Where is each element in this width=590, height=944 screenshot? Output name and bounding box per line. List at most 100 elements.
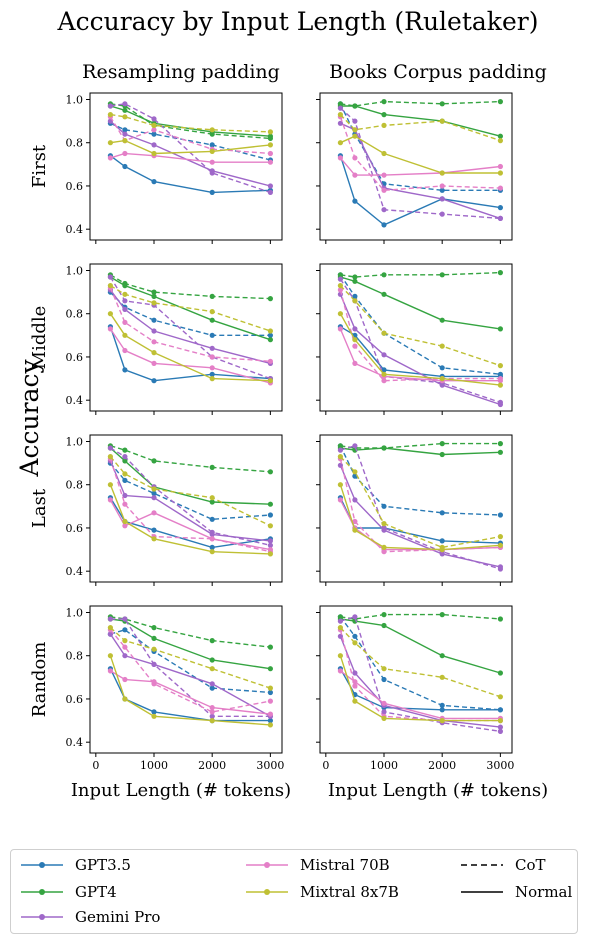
- y-tick-label: 1.0: [66, 93, 84, 106]
- data-point: [151, 661, 157, 667]
- data-point: [107, 274, 113, 280]
- series-line: [340, 447, 501, 456]
- data-point: [209, 544, 215, 550]
- data-point: [337, 283, 343, 289]
- series-gpt3-5-cot: [337, 272, 503, 377]
- panel-frame: [319, 434, 513, 583]
- data-point: [107, 445, 113, 451]
- y-tick-label: 0.6: [66, 180, 84, 193]
- data-point: [209, 516, 215, 522]
- data-point: [497, 718, 503, 724]
- x-axis-label-left: Input Length (# tokens): [71, 780, 291, 801]
- data-point: [497, 270, 503, 276]
- data-point: [439, 170, 445, 176]
- series-gpt4-normal: [107, 616, 273, 672]
- data-point: [209, 317, 215, 323]
- data-point: [381, 544, 387, 550]
- series-line: [340, 100, 501, 107]
- data-point: [381, 676, 387, 683]
- data-point: [497, 542, 503, 548]
- data-point: [381, 150, 387, 157]
- data-point: [122, 501, 128, 507]
- data-point: [439, 441, 445, 447]
- data-point: [439, 365, 445, 371]
- series-gpt4-normal: [107, 103, 273, 139]
- series-line: [340, 105, 501, 137]
- data-point: [337, 272, 343, 278]
- series-gpt3-5-normal: [107, 666, 273, 724]
- data-point: [107, 140, 113, 146]
- data-point: [151, 328, 157, 334]
- series-gpt4-cot: [337, 612, 503, 622]
- data-point: [151, 510, 157, 516]
- data-point: [209, 464, 215, 470]
- data-point: [209, 495, 215, 501]
- data-point: [497, 376, 503, 382]
- series-line: [340, 618, 501, 674]
- data-point: [497, 371, 503, 377]
- row-label-first: First: [29, 144, 50, 188]
- data-point: [209, 705, 215, 711]
- data-point: [352, 698, 358, 704]
- data-point: [439, 101, 445, 107]
- data-point: [107, 155, 113, 161]
- series-mistral-70b-cot: [337, 114, 503, 193]
- data-point: [267, 469, 273, 475]
- data-point: [497, 566, 503, 572]
- x-tick-label: 0: [322, 759, 329, 772]
- x-tick-label: 2000: [428, 759, 456, 772]
- data-point: [107, 616, 113, 622]
- series-line: [110, 113, 271, 133]
- data-point: [267, 698, 273, 704]
- panel-middle-books-corpus-padding: [316, 263, 513, 415]
- data-point: [122, 114, 128, 120]
- series-line: [340, 444, 501, 570]
- data-point: [352, 683, 358, 689]
- data-point: [107, 482, 113, 488]
- data-point: [352, 155, 358, 161]
- data-point: [439, 196, 445, 202]
- y-tick-label: 1.0: [66, 606, 84, 619]
- data-point: [439, 538, 445, 544]
- series-line: [110, 445, 271, 473]
- data-point: [267, 538, 273, 544]
- data-point: [267, 296, 273, 302]
- data-point: [209, 657, 215, 663]
- series-line: [109, 462, 271, 521]
- panel-frame: [319, 263, 513, 412]
- legend-item-mixtral-8x7b: Mixtral 8x7B: [244, 881, 399, 903]
- data-point: [381, 122, 387, 128]
- data-point: [352, 633, 358, 639]
- data-point: [122, 447, 128, 453]
- data-point: [107, 497, 113, 503]
- data-point: [122, 492, 128, 499]
- data-point: [381, 222, 387, 228]
- data-point: [151, 646, 157, 652]
- data-point: [151, 142, 157, 148]
- data-point: [497, 326, 503, 332]
- series-mixtral-8x7b-normal: [107, 482, 273, 557]
- x-tick-label: 3000: [256, 759, 284, 772]
- data-point: [497, 694, 503, 700]
- series-line: [109, 313, 271, 382]
- series-line: [340, 613, 501, 620]
- data-point: [381, 715, 387, 721]
- data-point: [122, 150, 128, 157]
- data-point: [267, 337, 273, 343]
- series-mixtral-8x7b-normal: [337, 133, 503, 176]
- data-point: [337, 447, 343, 453]
- data-point: [381, 367, 387, 373]
- data-point: [209, 309, 215, 315]
- data-point: [151, 150, 157, 157]
- panel-frame: [89, 605, 283, 754]
- series-mixtral-8x7b-cot: [107, 625, 273, 691]
- data-point: [497, 215, 503, 221]
- data-point: [497, 449, 503, 455]
- series-mistral-70b-cot: [107, 456, 273, 555]
- data-point: [107, 326, 113, 332]
- data-point: [337, 101, 343, 107]
- legend-swatch-gpt35: [21, 862, 63, 868]
- series-line: [339, 445, 501, 516]
- data-point: [122, 131, 128, 137]
